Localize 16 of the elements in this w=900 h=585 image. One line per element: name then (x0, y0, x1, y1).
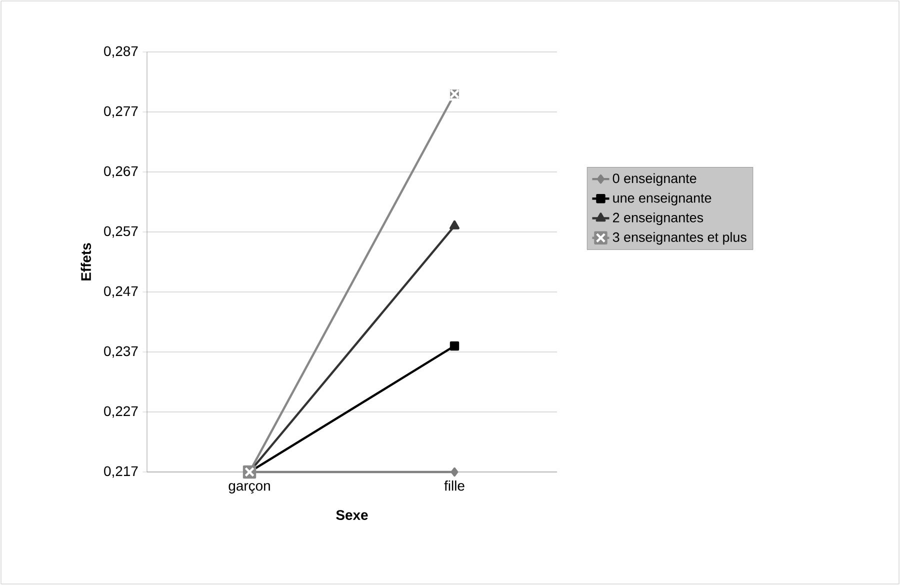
y-tick-label: 0,277 (104, 106, 138, 118)
y-tick-label: 0,237 (104, 346, 138, 358)
legend-label: 2 enseignantes (613, 212, 704, 225)
y-tick-label: 0,247 (104, 286, 138, 298)
x-tick-label: garçon (228, 483, 270, 494)
x-axis-title: Sexe (336, 510, 368, 520)
y-tick-label: 0,267 (104, 166, 138, 178)
y-tick-label: 0,287 (104, 46, 138, 58)
y-axis-title: Effets (80, 243, 92, 280)
legend-label: 0 enseignante (612, 173, 696, 186)
y-tick-label: 0,217 (104, 466, 138, 478)
y-tick-label: 0,257 (104, 226, 138, 238)
x-tick-label: fille (444, 480, 464, 491)
y-tick-label: 0,227 (104, 406, 138, 418)
legend-label: 3 enseignantes et plus (612, 232, 746, 245)
legend-label: une enseignante (613, 192, 712, 206)
